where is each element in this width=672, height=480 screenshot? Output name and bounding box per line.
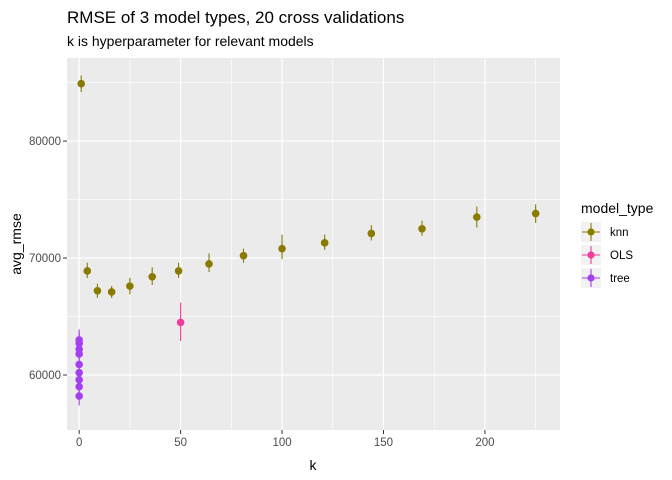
legend-label-OLS: OLS	[610, 250, 633, 262]
y-tick-labels: 60000 70000 80000	[29, 136, 61, 382]
data-point-tree	[75, 360, 83, 369]
x-tick-label: 0	[76, 437, 82, 449]
data-point-knn	[367, 229, 376, 238]
data-point-tree	[75, 368, 83, 377]
x-axis-title: k	[310, 457, 318, 473]
plot-panel	[67, 58, 560, 430]
x-tick-label: 200	[475, 437, 494, 449]
axis-ticks	[63, 140, 486, 434]
y-tick-label: 70000	[29, 253, 61, 265]
data-point-knn	[107, 288, 116, 296]
legend-key-point-tree	[587, 274, 595, 282]
data-point-knn	[239, 251, 248, 260]
data-point-knn	[148, 272, 157, 281]
legend: model_type knn OLS tree	[581, 200, 654, 288]
legend-key-point-knn	[587, 228, 595, 236]
legend-label-tree: tree	[610, 273, 630, 285]
data-point-knn	[320, 239, 329, 247]
data-point-OLS	[176, 318, 185, 327]
legend-keys: knn OLS tree	[581, 222, 633, 288]
data-point-knn	[205, 260, 213, 268]
x-tick-label: 150	[374, 437, 393, 449]
chart-subtitle: k is hyperparameter for relevant models	[67, 33, 314, 49]
data-point-knn	[418, 224, 426, 233]
y-tick-label: 80000	[29, 136, 61, 148]
legend-key-point-OLS	[587, 251, 595, 259]
data-point-knn	[126, 282, 134, 290]
x-tick-label: 50	[174, 437, 187, 449]
minor-gridlines	[67, 58, 560, 430]
x-tick-label: 100	[272, 437, 291, 449]
data-point-knn	[473, 213, 481, 221]
data-point-knn	[93, 286, 102, 295]
data-point-tree	[75, 382, 83, 391]
data-point-knn	[174, 267, 183, 275]
data-point-knn	[83, 267, 92, 275]
data-point-knn	[278, 244, 286, 253]
y-axis-title: avg_rmse	[8, 213, 24, 275]
data-point-tree	[75, 345, 83, 354]
legend-label-knn: knn	[610, 227, 629, 239]
x-tick-labels: 0 50 100 150 200	[76, 437, 495, 449]
data-points	[75, 79, 540, 400]
y-tick-label: 60000	[29, 370, 61, 382]
data-point-tree	[75, 392, 83, 400]
data-point-tree	[75, 375, 83, 384]
major-gridlines	[67, 58, 560, 430]
chart-title: RMSE of 3 model types, 20 cross validati…	[67, 8, 404, 27]
data-point-tree	[75, 336, 83, 344]
data-point-knn	[77, 79, 86, 88]
data-point-knn	[531, 209, 540, 218]
legend-title: model_type	[581, 200, 654, 216]
